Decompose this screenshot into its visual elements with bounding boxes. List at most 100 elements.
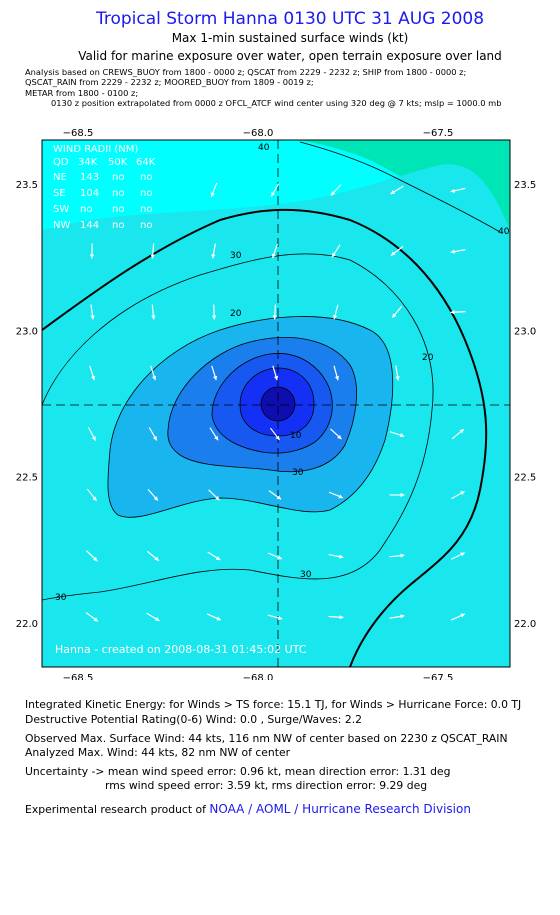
uncertainty-mean: Uncertainty -> mean wind speed error: 0.… bbox=[25, 765, 451, 778]
contour-40 bbox=[299, 141, 501, 233]
wind-vector bbox=[209, 427, 219, 441]
wind-vector bbox=[86, 488, 98, 502]
experimental-label: Experimental research product of bbox=[25, 803, 206, 816]
wind-vector bbox=[150, 365, 157, 381]
wind-radii-64k: no bbox=[140, 188, 152, 199]
wind-radii-title: WIND RADII (NM) bbox=[53, 144, 138, 155]
wind-vector bbox=[267, 552, 283, 560]
wind-vector bbox=[270, 183, 280, 197]
dpr-line: Destructive Potential Rating(0-6) Wind: … bbox=[25, 713, 363, 726]
wind-radii-header-34k: 34K bbox=[78, 157, 98, 168]
lon-tick-label: −67.5 bbox=[423, 128, 454, 139]
wind-vector bbox=[146, 612, 160, 622]
wind-vector bbox=[269, 427, 281, 441]
contour-label: 20 bbox=[422, 353, 434, 363]
wind-vector bbox=[146, 550, 160, 562]
noaa-link[interactable]: NOAA / AOML / Hurricane Research Divisio… bbox=[209, 802, 471, 816]
wind-radii-50k: no bbox=[112, 220, 124, 231]
wind-vector bbox=[395, 365, 400, 381]
analysis-line: 0130 z position extrapolated from 0000 z… bbox=[51, 98, 502, 109]
lat-tick-label: 23.5 bbox=[16, 180, 38, 191]
wind-radii-header-qd: QD bbox=[53, 157, 69, 168]
wind-vector bbox=[206, 613, 222, 621]
lat-tick-label: 23.5 bbox=[514, 180, 536, 191]
wind-vector bbox=[389, 553, 405, 558]
wind-radii-50k: no bbox=[112, 188, 124, 199]
wind-vector bbox=[267, 614, 283, 621]
validity-note: Valid for marine exposure over water, op… bbox=[78, 49, 502, 63]
wind-vector bbox=[450, 187, 466, 193]
wind-vector bbox=[210, 182, 218, 198]
lat-tick-label: 22.0 bbox=[16, 619, 38, 630]
wind-vector bbox=[450, 310, 466, 315]
wind-vector bbox=[272, 365, 279, 381]
longitude-ticks-top: −68.5−68.0−67.5−67.0 bbox=[63, 128, 454, 139]
ike-line: Integrated Kinetic Energy: for Winds > T… bbox=[25, 698, 522, 711]
uncertainty-rms: rms wind speed error: 3.59 kt, rms direc… bbox=[105, 779, 428, 792]
wind-vector bbox=[207, 551, 221, 561]
analysis-sources: Analysis based on CREWS_BUOY from 1800 -… bbox=[25, 67, 545, 109]
wind-vector bbox=[389, 431, 405, 438]
wind-radii-header-64k: 64K bbox=[136, 157, 156, 168]
contour-label: 20 bbox=[230, 309, 242, 319]
map-title: Tropical Storm Hanna 0130 UTC 31 AUG 200… bbox=[95, 9, 485, 29]
wind-vector bbox=[390, 185, 404, 195]
wind-vector bbox=[328, 491, 344, 499]
wind-vector bbox=[328, 615, 344, 620]
wind-vector bbox=[89, 243, 95, 259]
wind-vector bbox=[89, 365, 96, 381]
wind-radii-quadrant: SE bbox=[53, 188, 66, 199]
wind-vectors bbox=[85, 182, 466, 622]
northeast-band bbox=[300, 140, 510, 240]
wind-radii-table: WIND RADII (NM) QD 34K 50K 64K NE 143 no… bbox=[53, 144, 156, 231]
lon-tick-label: −67.5 bbox=[423, 673, 454, 680]
lat-tick-label: 23.0 bbox=[514, 326, 536, 337]
wind-vector bbox=[451, 428, 465, 440]
wind-radii-64k: no bbox=[140, 220, 152, 231]
wind-radii-34k: no bbox=[80, 204, 92, 215]
wind-vector bbox=[148, 427, 158, 441]
wind-vector bbox=[330, 428, 342, 440]
wind-vector bbox=[90, 304, 95, 320]
wind-vector bbox=[328, 554, 344, 559]
wind-vector bbox=[211, 365, 218, 381]
contour-label: 30 bbox=[55, 593, 67, 603]
wind-vector bbox=[331, 244, 341, 258]
wind-vector bbox=[147, 488, 159, 502]
analysis-line: Analysis based on CREWS_BUOY from 1800 -… bbox=[25, 67, 467, 77]
latitude-ticks-right: 23.5 23.0 22.5 22.0 bbox=[514, 180, 536, 630]
wind-vector bbox=[150, 243, 155, 259]
wind-vector bbox=[451, 490, 465, 500]
plot-frame bbox=[41, 139, 511, 668]
wind-vector bbox=[450, 249, 466, 254]
wind-vector bbox=[87, 427, 97, 441]
product-credit: Experimental research product of NOAA / … bbox=[25, 802, 471, 816]
lon-tick-label: −68.0 bbox=[243, 673, 274, 680]
wind-radii-header-50k: 50K bbox=[108, 157, 128, 168]
contour-label: 30 bbox=[300, 570, 312, 580]
wind-vector bbox=[389, 492, 405, 498]
lon-tick-label: −68.5 bbox=[63, 128, 94, 139]
lat-tick-label: 22.5 bbox=[16, 473, 38, 484]
contour-label: 10 bbox=[290, 431, 302, 441]
wind-vector bbox=[268, 490, 282, 500]
lat-tick-label: 23.0 bbox=[16, 326, 38, 337]
contour-label: 40 bbox=[498, 227, 510, 237]
wind-vector bbox=[85, 612, 99, 622]
wind-vector bbox=[390, 246, 404, 256]
wind-vector bbox=[272, 304, 277, 320]
wind-radii-quadrant: NE bbox=[53, 172, 67, 183]
analysis-line: QSCAT_RAIN from 2229 - 2232 z; MOORED_BU… bbox=[25, 77, 314, 88]
wind-radii-34k: 144 bbox=[80, 220, 99, 231]
lon-tick-label: −68.5 bbox=[63, 673, 94, 680]
wind-vector bbox=[330, 184, 342, 196]
wind-radii-64k: no bbox=[140, 204, 152, 215]
wind-vector bbox=[271, 243, 279, 259]
wind-radii-quadrant: SW bbox=[53, 204, 69, 215]
wind-vector bbox=[211, 243, 216, 259]
contour-labels: 40 30 20 10 30 20 30 30 40 bbox=[55, 143, 510, 603]
wind-vector bbox=[151, 304, 156, 320]
wind-vector bbox=[333, 304, 339, 320]
observed-max-wind: Observed Max. Surface Wind: 44 kts, 116 … bbox=[25, 732, 508, 745]
